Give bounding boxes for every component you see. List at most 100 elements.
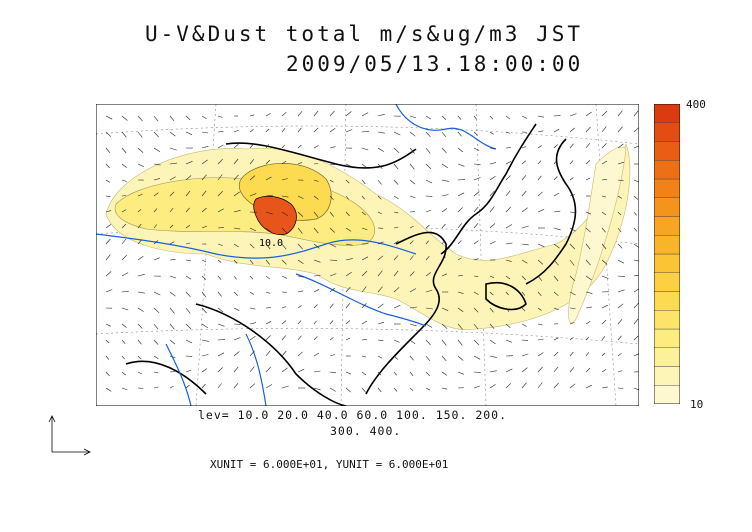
wind-vector	[297, 320, 302, 325]
wind-vector	[233, 243, 239, 248]
colorbar-band	[654, 104, 680, 123]
wind-vector	[569, 194, 575, 197]
wind-vector	[249, 291, 254, 295]
wind-vector	[105, 339, 110, 344]
wind-vector	[361, 211, 366, 216]
wind-vector	[425, 255, 430, 261]
wind-vector	[473, 147, 480, 151]
wind-vector	[457, 163, 465, 167]
wind-vector	[345, 286, 351, 293]
wind-vector	[617, 335, 622, 341]
wind-vector	[105, 387, 112, 392]
wind-vector	[345, 195, 350, 200]
wind-vector	[297, 111, 303, 117]
wind-vector	[345, 129, 353, 133]
wind-vector	[105, 131, 112, 137]
wind-vector	[217, 227, 224, 229]
wind-vector	[489, 131, 494, 135]
wind-vector	[169, 275, 177, 279]
wind-vector	[217, 383, 222, 389]
map-title: U-V&Dust total m/s&ug/m3 JST	[145, 22, 584, 46]
wind-vector	[377, 270, 383, 277]
wind-vector	[441, 387, 448, 390]
dust-wind-map: 10.0	[96, 104, 639, 406]
wind-vector	[201, 307, 207, 314]
wind-vector	[553, 176, 558, 181]
wind-vector	[457, 131, 462, 137]
wind-vector	[361, 387, 367, 393]
wind-vector	[489, 355, 497, 358]
wind-vector	[457, 257, 462, 261]
wind-vector	[121, 272, 129, 277]
wind-vector	[265, 384, 273, 389]
wind-vector	[121, 131, 127, 138]
wind-vector	[569, 243, 576, 250]
wind-vector	[169, 176, 176, 181]
wind-vector	[441, 147, 447, 154]
wind-vector	[233, 337, 241, 341]
wind-vector	[633, 353, 639, 357]
wind-vector	[313, 211, 319, 218]
wind-vector	[217, 115, 223, 118]
wind-vector	[249, 243, 255, 249]
wind-vector	[137, 147, 144, 153]
wind-vector	[313, 127, 319, 133]
wind-vector	[537, 209, 545, 213]
wind-vector	[201, 159, 208, 165]
wind-vector	[153, 208, 158, 213]
wind-vector	[585, 336, 590, 341]
wind-vector	[553, 382, 559, 389]
wind-vector	[201, 275, 207, 280]
wind-vector	[377, 303, 384, 309]
wind-vector	[377, 255, 384, 261]
wind-vector	[569, 291, 576, 296]
wind-vector	[409, 387, 414, 391]
wind-vector	[201, 225, 208, 229]
colorbar-band	[654, 366, 680, 386]
wind-vector	[105, 254, 111, 261]
wind-vector	[425, 147, 431, 154]
wind-vector	[281, 350, 287, 357]
wind-vector	[425, 224, 430, 229]
wind-vector	[121, 355, 125, 360]
wind-vector	[137, 239, 143, 245]
wind-vector	[601, 275, 609, 279]
wind-vector	[585, 275, 592, 281]
wind-vector	[185, 131, 193, 135]
wind-vector	[233, 227, 241, 230]
wind-vector	[121, 209, 127, 213]
wind-vector	[633, 318, 639, 325]
wind-vector	[137, 371, 142, 375]
wind-vector	[153, 323, 159, 330]
wind-vector	[105, 147, 111, 153]
wind-vector	[521, 146, 527, 149]
wind-vector	[553, 307, 559, 311]
wind-vector	[569, 337, 574, 341]
wind-vector	[105, 224, 112, 229]
wind-vector	[633, 145, 639, 149]
wind-vector	[521, 225, 529, 229]
wind-vector	[297, 211, 304, 217]
wind-vector	[265, 335, 271, 341]
wind-vector	[617, 243, 623, 249]
wind-vector	[393, 226, 399, 229]
wind-vector	[249, 350, 255, 357]
wind-vector	[169, 191, 175, 197]
wind-vector	[233, 129, 239, 133]
wind-vector	[281, 367, 288, 373]
wind-vector	[329, 337, 334, 341]
wind-vector	[201, 190, 207, 197]
wind-vector	[601, 179, 608, 181]
wind-vector	[329, 371, 337, 374]
wind-vector	[425, 179, 433, 184]
wind-vector	[169, 291, 176, 297]
wind-vector	[441, 355, 447, 362]
wind-vector	[249, 227, 257, 232]
wind-vector	[553, 210, 561, 213]
wind-vector	[585, 143, 591, 149]
wind-vector	[569, 211, 576, 214]
wind-vector	[281, 160, 287, 165]
wind-vector	[489, 206, 495, 213]
wind-vector	[265, 144, 270, 149]
wind-vector	[313, 275, 321, 277]
